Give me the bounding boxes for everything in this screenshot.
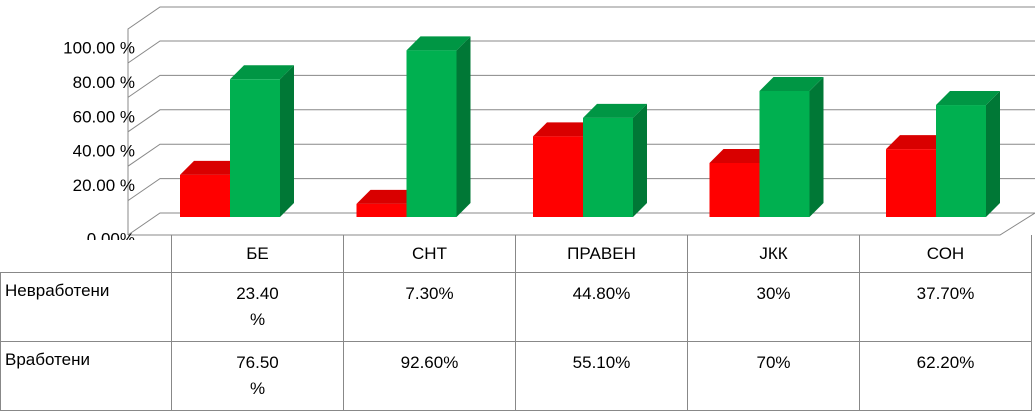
category-label: СОН bbox=[859, 235, 1032, 273]
bar-top bbox=[406, 36, 471, 51]
value-cell: 62.20% bbox=[859, 341, 1032, 411]
bar-top bbox=[180, 160, 244, 175]
value-cell: 44.80% bbox=[515, 272, 688, 342]
chart: 0.00% 20.00 % 40.00 % 60.00 % 80.00 % 100.00 … bbox=[63, 6, 1035, 240]
bar-top bbox=[533, 122, 597, 137]
value-label: 30% bbox=[756, 284, 791, 303]
value-cell: 30% bbox=[687, 272, 860, 342]
grid-line bbox=[127, 74, 1035, 98]
category-label: ПРАВЕН bbox=[515, 235, 688, 273]
bar-front bbox=[709, 163, 760, 217]
y-tick-label: 40.00 % bbox=[73, 142, 135, 161]
bar-front bbox=[180, 174, 230, 217]
bar-front bbox=[356, 203, 407, 217]
bar-side bbox=[456, 36, 471, 217]
value-label: 55.10% bbox=[572, 353, 631, 372]
y-tick-label: 0.00% bbox=[87, 229, 135, 240]
header-row: БЕ СНТ ПРАВЕН ЈКК СОН bbox=[0, 235, 1032, 273]
value-cell: 55.10% bbox=[515, 341, 688, 411]
value-cell: 70% bbox=[687, 341, 860, 411]
grid-line bbox=[127, 109, 1035, 133]
value-cell: 37.70% bbox=[859, 272, 1032, 342]
back-wall bbox=[127, 6, 1035, 235]
y-tick-label: 100.00 % bbox=[63, 38, 135, 57]
value-label: 44.80% bbox=[572, 284, 631, 303]
grid-line bbox=[127, 143, 1035, 167]
data-table: БЕ СНТ ПРАВЕН ЈКК СОН Невработени 23.40 % 7.30… bbox=[0, 235, 1032, 411]
bar-side bbox=[280, 65, 294, 217]
category-label: ЈКК bbox=[687, 235, 860, 273]
bar bbox=[936, 91, 1000, 217]
bar bbox=[230, 65, 294, 217]
bar-front bbox=[936, 105, 986, 217]
bar bbox=[406, 36, 471, 217]
bar-top bbox=[936, 91, 1000, 106]
value-cell: 76.50 % bbox=[171, 341, 344, 411]
bar-top bbox=[356, 189, 421, 204]
value-cell: 92.60% bbox=[343, 341, 516, 411]
data-row: Вработени 76.50 % 92.60% 55.10% 70% 62.20% bbox=[0, 341, 1032, 411]
data-row: Невработени 23.40 % 7.30% 44.80% 30% 37.70% bbox=[0, 272, 1032, 342]
value-label: 37.70% bbox=[916, 284, 975, 303]
value-label: 70% bbox=[756, 353, 791, 372]
bar-top bbox=[230, 65, 294, 80]
bar-top bbox=[886, 135, 950, 150]
bar-side bbox=[633, 103, 647, 217]
bar-side bbox=[809, 77, 824, 217]
bar-front bbox=[533, 136, 583, 217]
bar-front bbox=[583, 117, 633, 217]
corner-cell bbox=[0, 235, 172, 273]
series-name: Вработени bbox=[0, 341, 172, 411]
value-label: 23.40 % bbox=[236, 284, 279, 329]
value-label: 62.20% bbox=[916, 353, 975, 372]
y-tick-label: 60.00 % bbox=[73, 107, 135, 126]
category-label: БЕ bbox=[171, 235, 344, 273]
bar bbox=[759, 77, 824, 217]
series-name: Невработени bbox=[0, 272, 172, 342]
value-label: 76.50 % bbox=[236, 353, 279, 398]
category-label: СНТ bbox=[343, 235, 516, 273]
bar-front bbox=[886, 149, 936, 217]
bar-top bbox=[759, 77, 824, 91]
y-tick-label: 80.00 % bbox=[73, 73, 135, 92]
value-label: 92.60% bbox=[400, 353, 459, 372]
value-cell: 23.40 % bbox=[171, 272, 344, 342]
bar-front bbox=[406, 50, 457, 217]
bar-top bbox=[709, 149, 774, 163]
value-label: 7.30% bbox=[405, 284, 454, 303]
bar-top bbox=[583, 103, 647, 118]
bar-side bbox=[986, 91, 1000, 217]
y-tick-label: 20.00 % bbox=[73, 176, 135, 195]
bar-front bbox=[230, 79, 280, 217]
grid-line bbox=[127, 40, 1035, 64]
bar bbox=[583, 103, 647, 217]
value-cell: 7.30% bbox=[343, 272, 516, 342]
bar-front bbox=[759, 91, 810, 217]
